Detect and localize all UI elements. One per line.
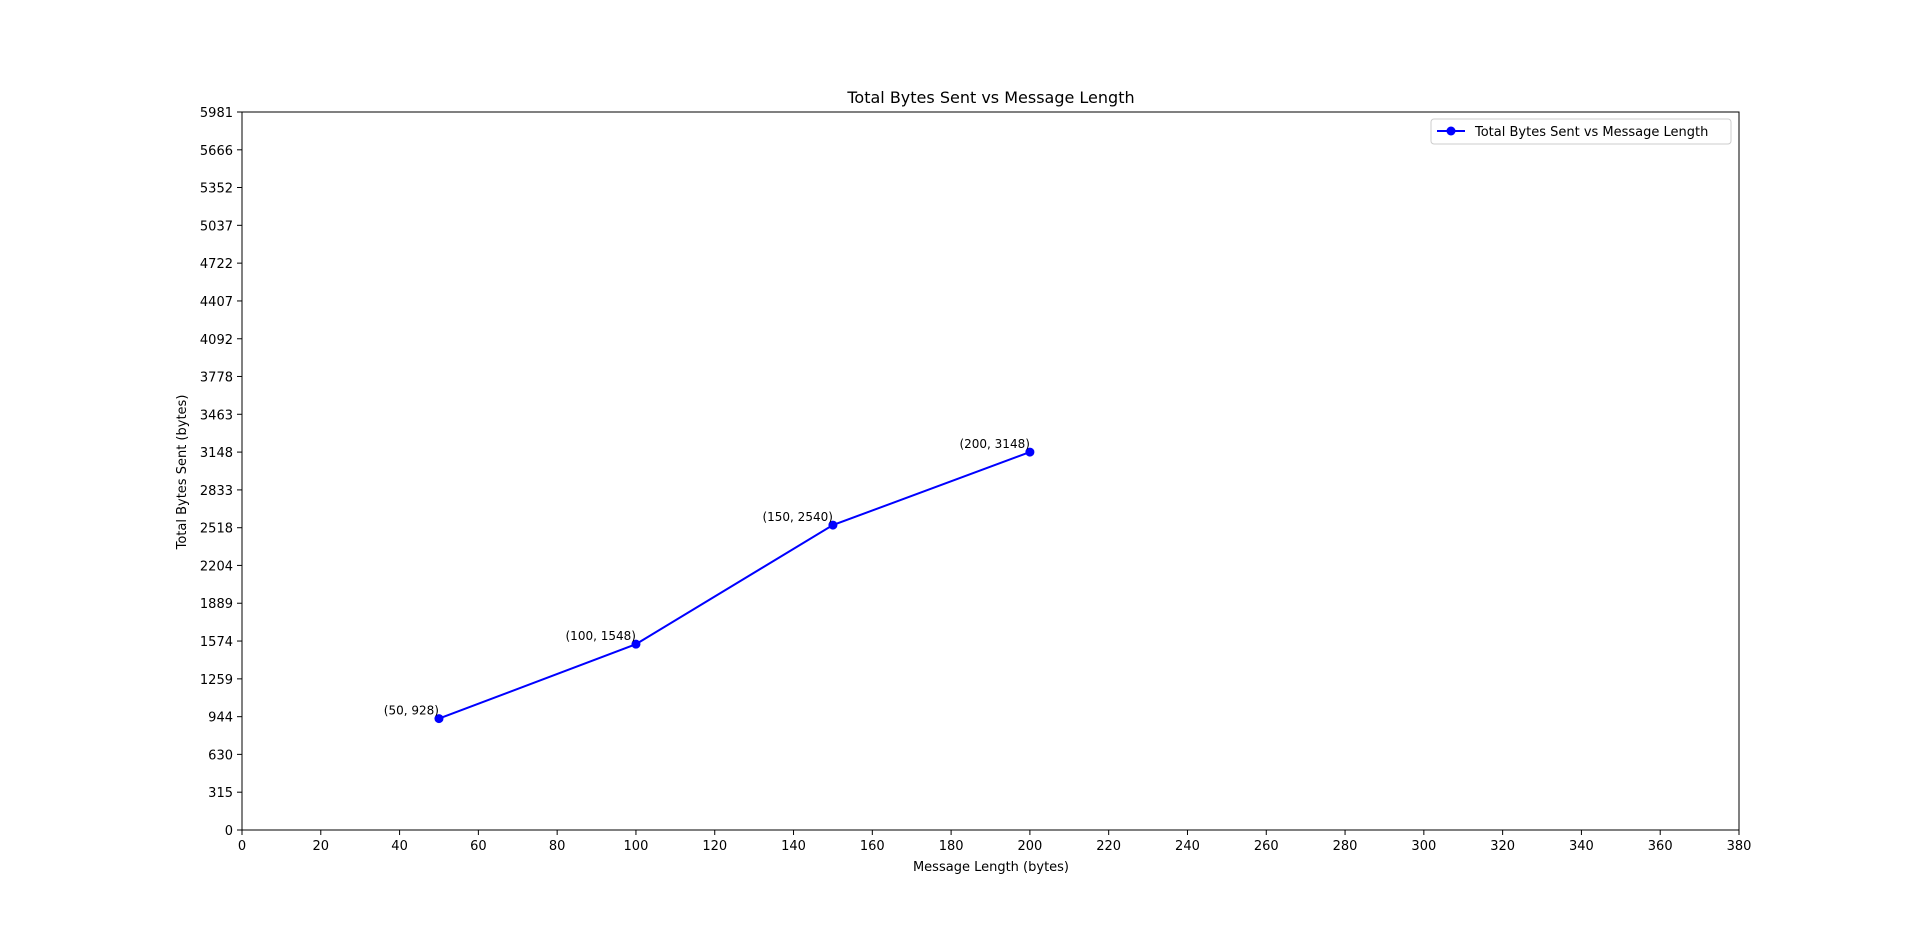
data-point-label: (100, 1548) [566, 629, 636, 643]
y-tick-label: 5037 [200, 219, 233, 234]
series-line [438, 451, 1031, 720]
x-tick-label: 180 [939, 839, 964, 854]
x-tick-label: 40 [391, 839, 408, 854]
y-tick-label: 2833 [200, 484, 233, 499]
x-tick-label: 160 [860, 839, 885, 854]
y-tick-label: 5981 [200, 106, 233, 121]
y-tick-label: 2518 [200, 522, 233, 537]
y-tick-label: 3778 [200, 370, 233, 385]
y-tick-label: 2204 [200, 559, 233, 574]
y-tick-label: 944 [208, 711, 233, 726]
y-tick-label: 0 [225, 824, 233, 839]
y-tick-label: 1889 [200, 597, 233, 612]
x-tick-label: 200 [1017, 839, 1042, 854]
legend-label: Total Bytes Sent vs Message Length [1474, 125, 1708, 140]
y-tick-label: 1574 [200, 635, 233, 650]
series-layer: (50, 928) (100, 1548) (150, 2540) (200, 314… [384, 437, 1035, 724]
y-tick-label: 315 [208, 786, 233, 801]
y-tick-label: 630 [208, 748, 233, 763]
y-tick-label: 5666 [200, 144, 233, 159]
x-axis-ticks: 0 20 40 60 80 100 120 140 160 180 200 220 240 260 280 3… [238, 830, 1752, 854]
data-point-label: (50, 928) [384, 704, 439, 718]
legend-marker-swatch [1446, 126, 1456, 136]
x-tick-label: 340 [1569, 839, 1594, 854]
y-tick-label: 1259 [200, 673, 233, 688]
x-tick-label: 100 [624, 839, 649, 854]
x-tick-label: 240 [1175, 839, 1200, 854]
x-tick-label: 220 [1096, 839, 1121, 854]
data-point-label: (200, 3148) [959, 437, 1029, 451]
y-tick-label: 5352 [200, 182, 233, 197]
x-tick-label: 60 [470, 839, 487, 854]
data-point-label: (150, 2540) [762, 510, 832, 524]
legend-box [1430, 118, 1732, 145]
x-tick-label: 0 [238, 839, 246, 854]
x-tick-label: 80 [549, 839, 566, 854]
y-tick-label: 4092 [200, 333, 233, 348]
data-point-marker [1025, 447, 1035, 457]
plot-area-frame [241, 111, 1740, 831]
y-tick-label: 3148 [200, 446, 233, 461]
y-axis-label: Total Bytes Sent (bytes) [175, 395, 190, 551]
y-axis-ticks: 0 315 630 944 1259 1574 1889 2204 2518 2833 3148 34… [200, 106, 242, 839]
data-point-marker [828, 520, 838, 530]
x-tick-label: 140 [781, 839, 806, 854]
x-tick-label: 20 [313, 839, 330, 854]
y-tick-label: 3463 [200, 408, 233, 423]
legend: Total Bytes Sent vs Message Length [1430, 118, 1732, 145]
x-tick-label: 300 [1411, 839, 1436, 854]
x-tick-label: 280 [1333, 839, 1358, 854]
data-point-marker [434, 714, 444, 724]
x-tick-label: 360 [1648, 839, 1673, 854]
chart-title: Total Bytes Sent vs Message Length [846, 88, 1134, 107]
data-point-marker [631, 639, 641, 649]
y-tick-label: 4722 [200, 257, 233, 272]
x-tick-label: 320 [1490, 839, 1515, 854]
x-tick-label: 380 [1727, 839, 1752, 854]
x-axis-label: Message Length (bytes) [913, 860, 1069, 875]
x-tick-label: 260 [1254, 839, 1279, 854]
x-tick-label: 120 [702, 839, 727, 854]
y-tick-label: 4407 [200, 295, 233, 310]
